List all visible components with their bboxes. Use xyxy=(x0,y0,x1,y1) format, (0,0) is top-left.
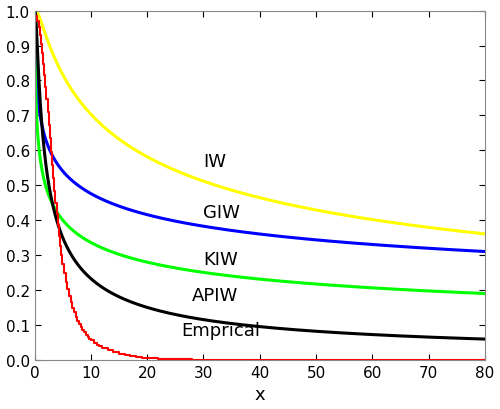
Text: KIW: KIW xyxy=(204,250,238,268)
Text: APIW: APIW xyxy=(192,287,238,305)
Text: Emprical: Emprical xyxy=(181,321,260,339)
Text: GIW: GIW xyxy=(204,203,240,221)
X-axis label: x: x xyxy=(254,386,265,403)
Text: IW: IW xyxy=(204,153,227,171)
